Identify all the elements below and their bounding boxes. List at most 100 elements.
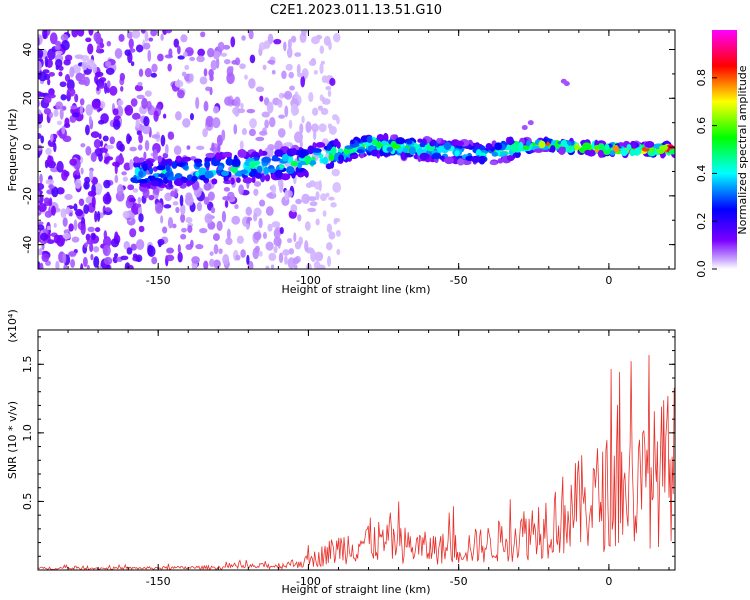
noise-blob (117, 99, 124, 106)
noise-blob (141, 123, 151, 135)
ridge-blob (376, 134, 384, 141)
noise-blob (210, 206, 216, 214)
noise-blob (284, 105, 289, 118)
noise-blob (82, 256, 88, 268)
noise-blob (307, 207, 317, 213)
noise-blob (175, 111, 182, 121)
ridge-blob (248, 160, 259, 167)
noise-blob (172, 201, 179, 206)
noise-blob (103, 256, 113, 265)
noise-blob (168, 48, 173, 57)
noise-blob (319, 63, 324, 74)
noise-blob (327, 89, 332, 97)
noise-blob (328, 196, 335, 201)
noise-blob (239, 63, 246, 70)
noise-blob (80, 263, 84, 269)
ridge-blob (325, 163, 333, 170)
ridge-blob (602, 146, 612, 156)
noise-blob (91, 196, 96, 208)
noise-blob (335, 229, 341, 237)
noise-blob (315, 191, 320, 201)
ridge-blob (211, 178, 218, 185)
noise-blob (94, 210, 98, 223)
noise-blob (42, 30, 48, 40)
noise-blob (288, 119, 293, 130)
noise-blob (233, 105, 240, 117)
noise-blob (284, 189, 289, 201)
noise-blob (190, 239, 194, 248)
noise-blob (204, 213, 213, 224)
noise-blob (138, 213, 144, 223)
noise-blob (245, 206, 253, 216)
noise-blob (268, 117, 276, 128)
noise-blob (126, 264, 134, 269)
noise-blob (116, 184, 124, 196)
noise-blob (221, 210, 227, 223)
noise-blob (312, 107, 319, 116)
noise-blob (38, 49, 44, 58)
noise-blob (146, 100, 152, 111)
noise-blob (203, 182, 212, 191)
noise-blob (268, 252, 277, 262)
noise-blob (264, 119, 269, 129)
noise-blob (294, 52, 302, 57)
noise-blob (248, 78, 256, 89)
noise-blob (246, 254, 250, 265)
noise-blob (299, 123, 304, 135)
ridge-blob (436, 137, 442, 144)
noise-blob (216, 134, 223, 146)
noise-blob (318, 123, 327, 133)
noise-blob (47, 155, 54, 166)
noise-blob (48, 71, 55, 77)
noise-blob (143, 116, 150, 127)
noise-blob (277, 99, 282, 104)
noise-blob (290, 103, 299, 116)
ridge-blob (444, 156, 454, 165)
noise-blob (53, 234, 61, 244)
noise-blob (130, 61, 135, 67)
noise-blob (129, 158, 134, 170)
noise-blob (172, 223, 177, 229)
noise-blob (61, 39, 70, 51)
noise-blob (99, 101, 106, 109)
noise-blob (122, 176, 128, 182)
ridge-blob (431, 139, 437, 147)
noise-blob (163, 204, 172, 209)
noise-blob (136, 94, 145, 100)
noise-blob (109, 85, 118, 96)
ridge-blob (487, 144, 493, 149)
noise-blob (99, 140, 104, 147)
noise-blob (241, 128, 247, 136)
noise-blob (85, 233, 91, 241)
noise-blob (74, 178, 82, 189)
noise-blob (129, 228, 137, 238)
noise-blob (308, 91, 314, 103)
noise-blob (222, 254, 230, 266)
noise-blob (38, 123, 43, 129)
noise-blob (140, 30, 146, 34)
noise-blob (61, 125, 66, 135)
noise-blob (144, 67, 152, 78)
ridge-blob (471, 155, 481, 163)
ridge-blob (533, 148, 544, 153)
noise-blob (196, 55, 205, 63)
noise-blob (47, 48, 56, 60)
noise-blob (277, 177, 282, 188)
noise-blob (177, 243, 181, 254)
noise-blob (120, 255, 129, 261)
ridge-blob (526, 140, 531, 147)
spectrogram-x-label: Height of straight line (km) (281, 283, 430, 296)
noise-blob (195, 243, 204, 250)
noise-blob (217, 41, 225, 52)
ridge-blob (326, 143, 332, 151)
ridge-blob (333, 138, 339, 147)
noise-blob (211, 142, 215, 151)
noise-blob (180, 203, 186, 216)
noise-blob (109, 136, 115, 145)
noise-blob (248, 30, 254, 40)
ridge-blob (626, 144, 632, 151)
noise-blob (332, 181, 342, 193)
ridge-blob (350, 139, 355, 145)
noise-blob (293, 131, 303, 143)
x-tick-label: 0 (605, 274, 612, 287)
